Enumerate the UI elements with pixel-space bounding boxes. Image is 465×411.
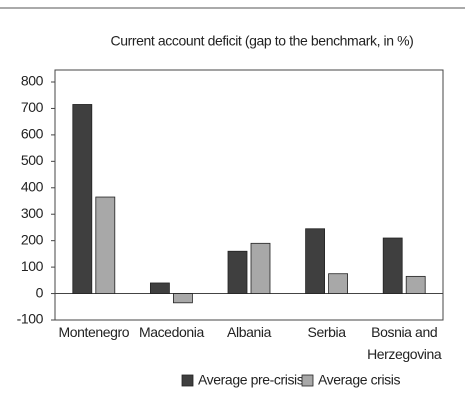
bar: [405, 275, 426, 294]
x-tick-label: Macedonia: [138, 324, 204, 340]
x-tick-label: Serbia: [307, 324, 346, 340]
y-tick-label: 300: [21, 205, 44, 221]
x-tick-label: Montenegro: [58, 324, 130, 340]
bar: [172, 293, 193, 304]
chart-title: Current account deficit (gap to the benc…: [111, 33, 414, 49]
bar: [72, 104, 93, 294]
y-tick-label: 100: [21, 258, 44, 274]
plot-frame: [54, 69, 444, 321]
legend-label: Average crisis: [318, 372, 400, 388]
bar: [250, 242, 271, 294]
bar: [328, 273, 349, 294]
bar: [227, 250, 248, 294]
y-tick-label: 800: [21, 73, 44, 89]
y-tick-label: 500: [21, 152, 44, 168]
bar: [382, 237, 403, 294]
x-tick-label: Bosnia and Herzegovina: [367, 324, 442, 362]
legend-swatch: [181, 374, 194, 387]
y-tick-label: 0: [36, 284, 44, 300]
y-tick-label: 400: [21, 178, 44, 194]
y-tick-label: 700: [21, 99, 44, 115]
legend-swatch: [301, 374, 314, 387]
legend-label: Average pre-crisis: [198, 372, 304, 388]
bar: [305, 228, 326, 294]
y-tick-label: -100: [17, 311, 44, 327]
y-tick-label: 600: [21, 126, 44, 142]
x-tick-label: Albania: [227, 324, 271, 340]
bar: [95, 196, 116, 294]
bar: [149, 282, 170, 294]
y-tick-label: 200: [21, 231, 44, 247]
